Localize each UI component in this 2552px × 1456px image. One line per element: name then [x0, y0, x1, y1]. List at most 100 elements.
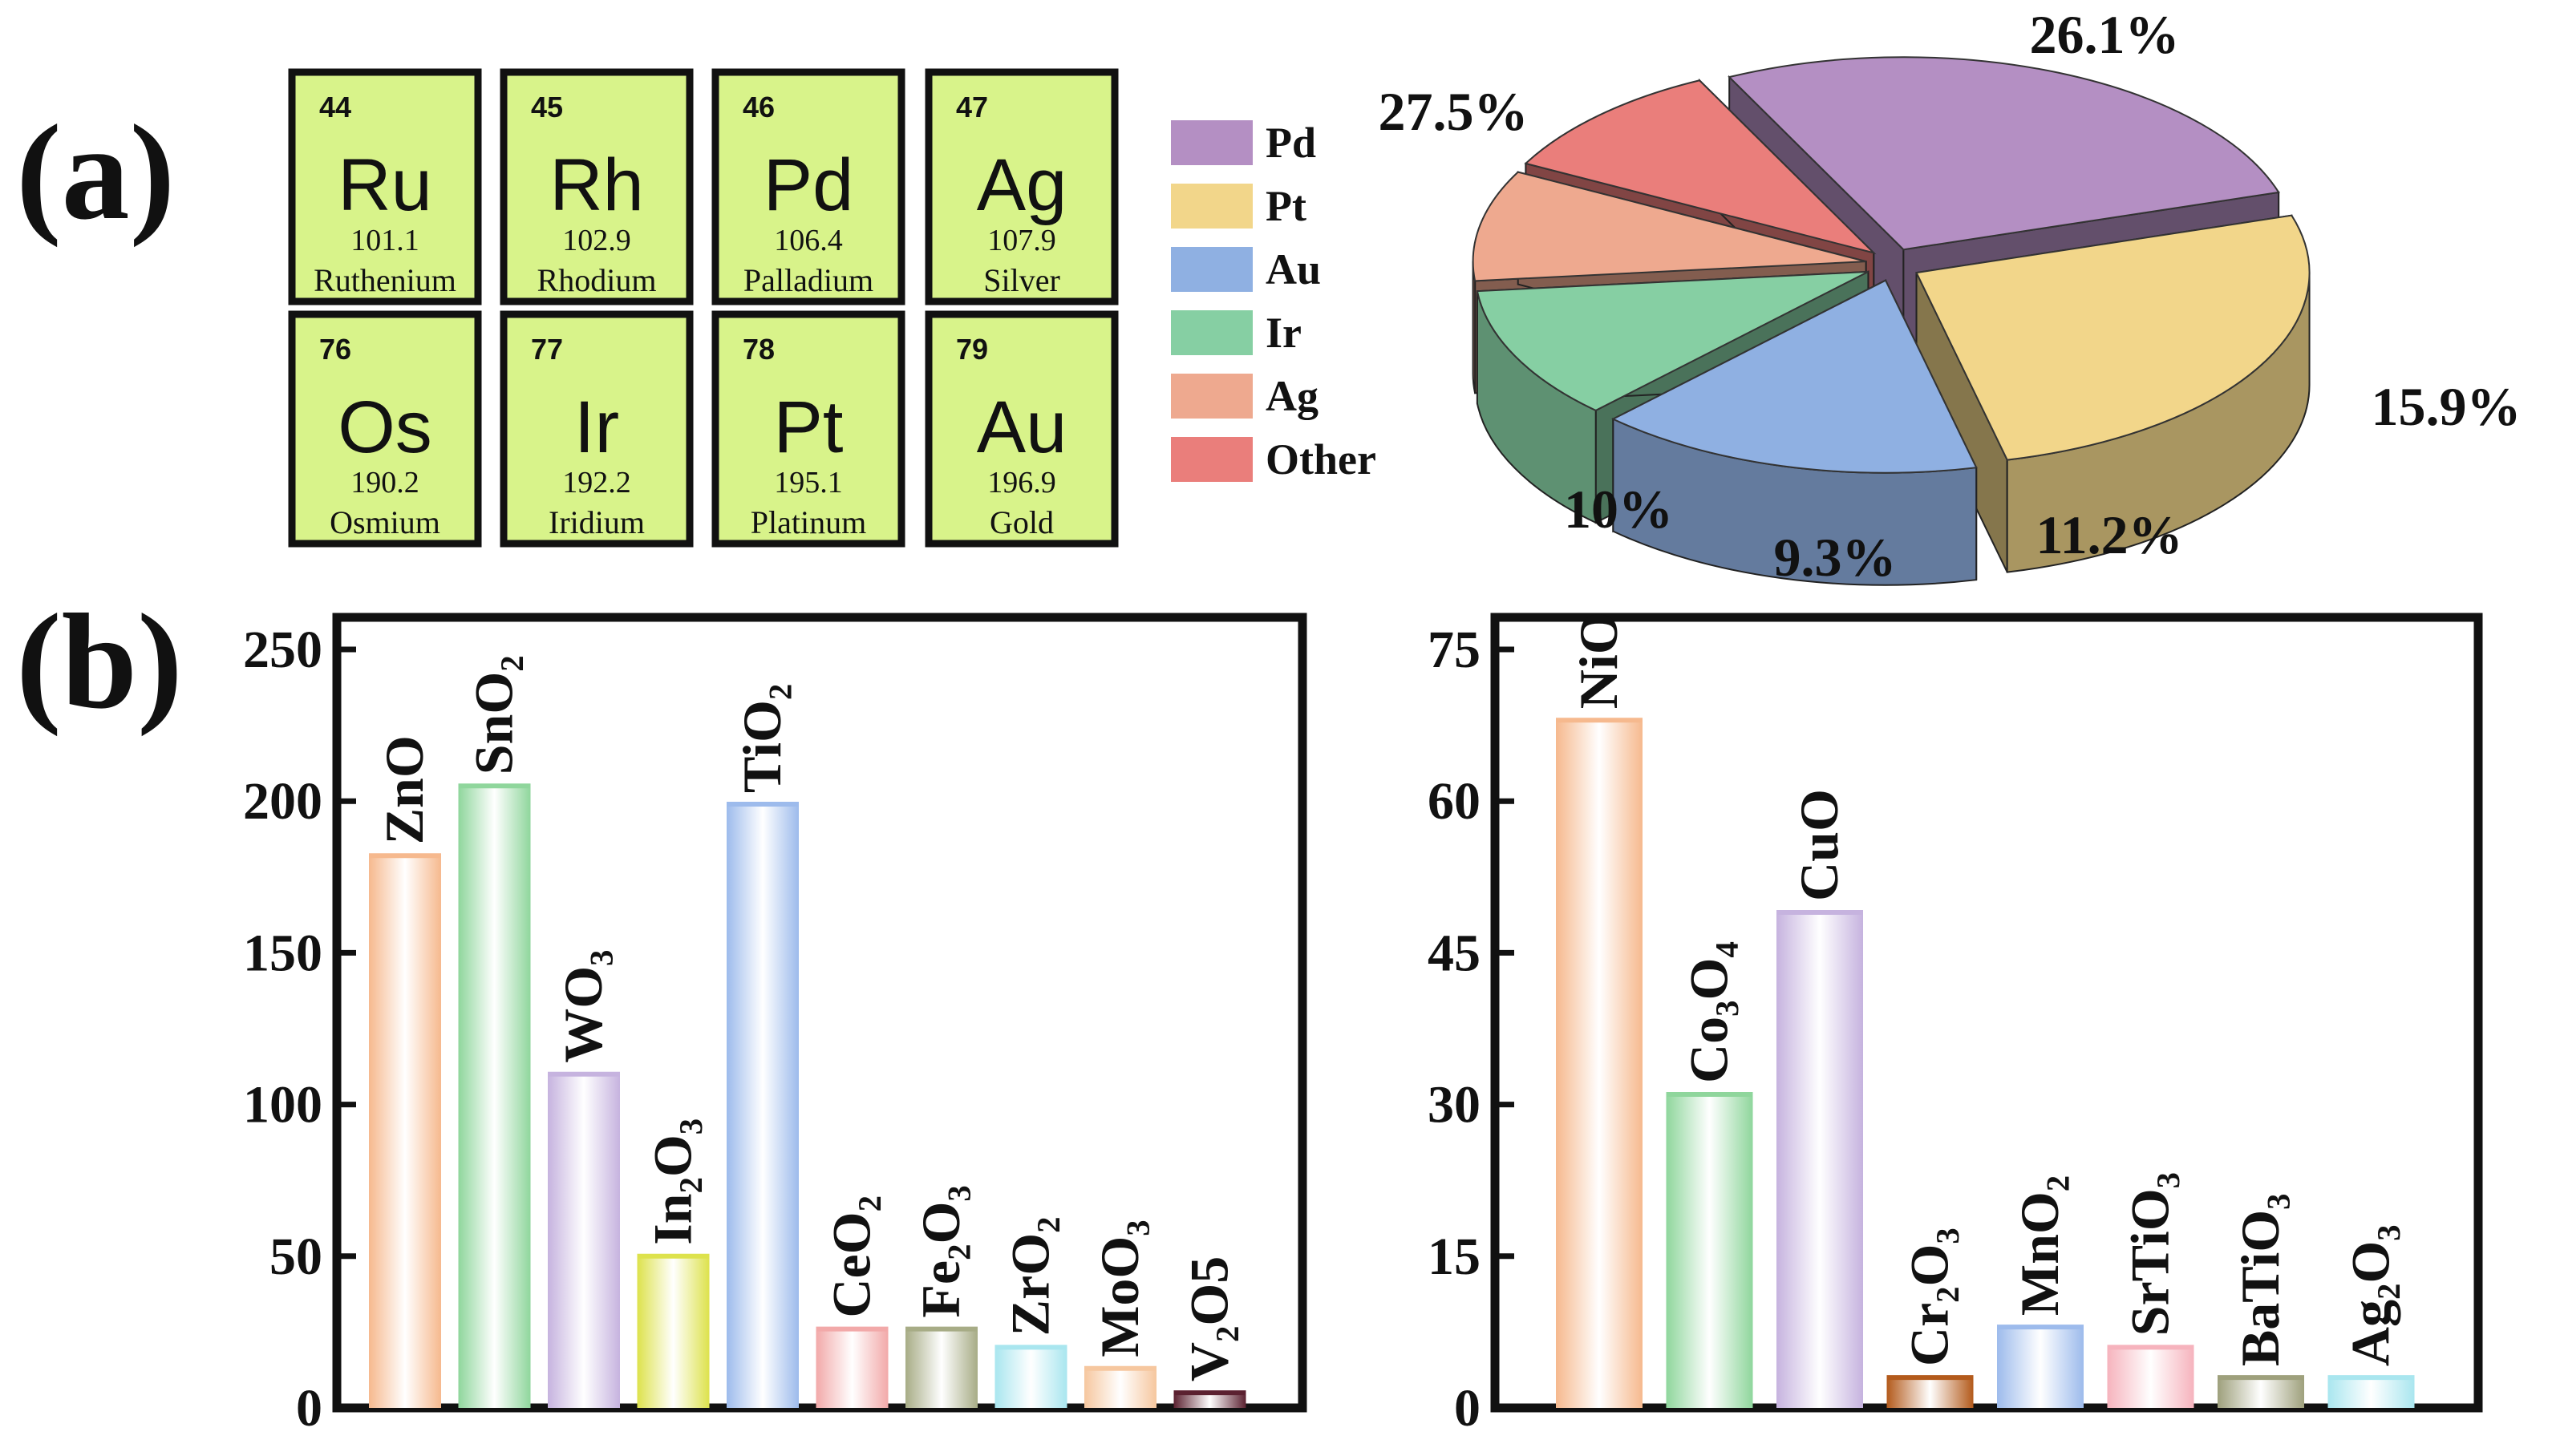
periodic-table: 44Ru101.1Ruthenium45Rh102.9Rhodium46Pd10…	[288, 68, 1119, 548]
bar	[1173, 1393, 1246, 1408]
legend-swatch	[1171, 374, 1253, 419]
element-symbol: Rh	[549, 144, 644, 226]
y-tick-label: 250	[243, 621, 322, 679]
element-number: 79	[956, 333, 988, 366]
bar	[2218, 1377, 2304, 1408]
element-tile-box	[711, 68, 905, 305]
pie-percent-label: 10%	[1564, 479, 1673, 540]
element-tile-box	[500, 68, 694, 305]
pie-slice-top	[1728, 56, 2280, 251]
legend-swatch	[1171, 310, 1253, 355]
bar	[2107, 1347, 2194, 1408]
legend-item: Pd	[1171, 119, 1316, 167]
bar-label: BaTiO₃	[2230, 1194, 2291, 1367]
element-name: Osmium	[330, 504, 440, 540]
element-tile-box	[711, 310, 905, 548]
bar	[994, 1347, 1067, 1408]
bar	[637, 1256, 710, 1408]
pie-percent-label: 26.1%	[2030, 4, 2180, 65]
bar-label: Cr₂O₃	[1899, 1227, 1960, 1366]
plot-frame	[1490, 613, 2483, 1413]
bar-label: CeO₂	[821, 1195, 882, 1318]
bar	[1084, 1368, 1157, 1408]
bar-label: Fe₂O₃	[910, 1185, 971, 1317]
bar-label: Ag₂O₃	[2340, 1224, 2401, 1366]
element-name: Iridium	[549, 504, 645, 540]
legend-label: Ir	[1266, 309, 1302, 357]
y-tick-label: 0	[296, 1379, 322, 1438]
bar	[905, 1329, 978, 1408]
element-name: Platinum	[751, 504, 866, 540]
pie-chart: 27.5% 26.1% 15.9% 11.2% 9.3% 10%	[1379, 4, 2522, 588]
element-symbol: Ir	[574, 386, 619, 468]
pie-legend: Pd Pt Au Ir Ag Other	[1171, 119, 1376, 483]
y-tick-label: 45	[1428, 924, 1481, 982]
panel-label-a: (a)	[16, 97, 175, 248]
element-number: 44	[319, 91, 351, 123]
panel-label-b: (b)	[16, 586, 183, 737]
pie-slice-top	[1611, 279, 1978, 474]
bar-label: WO₃	[553, 949, 614, 1062]
element-name: Silver	[983, 262, 1060, 298]
legend-item: Other	[1171, 435, 1376, 483]
element-number: 45	[531, 91, 563, 123]
y-tick-label: 200	[243, 772, 322, 831]
pie-slice-top	[1472, 171, 1866, 282]
element-tile-box	[925, 68, 1119, 305]
pie-percent-label: 15.9%	[2372, 376, 2522, 437]
y-tick-label: 150	[243, 924, 322, 982]
element-tile-box	[500, 310, 694, 548]
pie-slice-pt	[1915, 214, 2311, 573]
element-symbol: Os	[338, 386, 432, 468]
legend-label: Au	[1266, 245, 1321, 293]
bar-label: TiO₂	[731, 684, 792, 793]
element-name: Ruthenium	[314, 262, 456, 298]
bar	[1997, 1327, 2084, 1408]
pie-percent-label: 9.3%	[1774, 527, 1897, 588]
element-number: 47	[956, 91, 988, 123]
bar	[1666, 1094, 1753, 1408]
element-mass: 196.9	[987, 466, 1056, 499]
bar-label: SnO₂	[464, 655, 525, 775]
bar-label: ZnO	[374, 735, 435, 844]
element-name: Palladium	[743, 262, 873, 298]
pie-slice-top	[1915, 214, 2311, 461]
element-mass: 107.9	[987, 224, 1056, 257]
pie-percent-label: 11.2%	[2036, 504, 2182, 565]
legend-label: Other	[1266, 435, 1376, 483]
bar	[1776, 912, 1863, 1408]
legend-label: Pt	[1266, 182, 1306, 230]
pie-percent-label: 27.5%	[1379, 81, 1529, 142]
element-number: 76	[319, 333, 351, 366]
bar-label: NiO	[1568, 612, 1629, 709]
bar-label: V₂O5	[1179, 1256, 1240, 1381]
pie-slice-top	[1524, 79, 1877, 255]
element-number: 77	[531, 333, 563, 366]
element-symbol: Pd	[764, 144, 854, 226]
y-tick-label: 75	[1428, 621, 1481, 679]
pie-slice-top	[1476, 270, 1869, 412]
element-tile-box	[925, 310, 1119, 548]
bar-label: CuO	[1788, 789, 1849, 901]
legend-item: Au	[1171, 245, 1321, 293]
y-tick-label: 60	[1428, 772, 1481, 831]
element-symbol: Pt	[774, 386, 844, 468]
legend-swatch	[1171, 184, 1253, 229]
bar	[369, 855, 441, 1408]
y-tick-label: 50	[269, 1227, 322, 1286]
element-symbol: Au	[977, 386, 1067, 468]
y-tick-label: 15	[1428, 1227, 1481, 1286]
bar-chart-n-type: 0 50 100 150 200 250 ZnO SnO₂ WO₃ In₂O₃ TiO₂ CeO₂ Fe…	[243, 613, 1307, 1438]
bar	[1556, 720, 1643, 1408]
legend-swatch	[1171, 247, 1253, 292]
legend-item: Ir	[1171, 309, 1302, 357]
bar-label: In₂O₃	[642, 1118, 703, 1245]
element-tile-box	[288, 310, 482, 548]
legend-item: Pt	[1171, 182, 1306, 230]
